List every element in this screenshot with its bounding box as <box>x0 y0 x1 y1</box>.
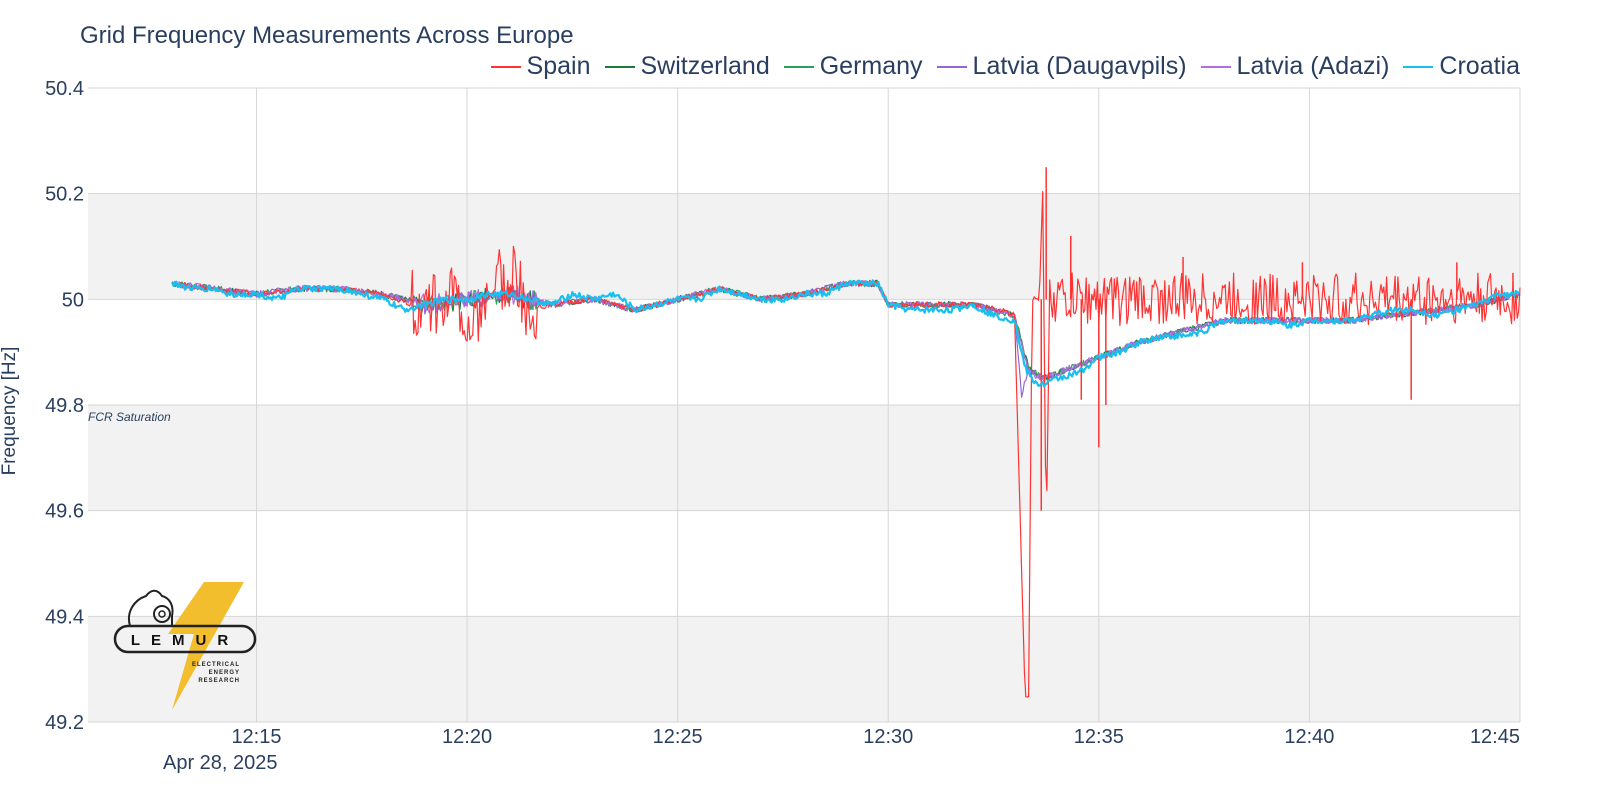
y-tick-label: 49.6 <box>45 501 84 523</box>
y-tick-label: 50.4 <box>45 78 84 100</box>
plot-band <box>88 88 1520 194</box>
legend-item[interactable]: Latvia (Adazi) <box>1200 52 1390 81</box>
legend-item[interactable]: Switzerland <box>604 52 770 81</box>
series-line-latvia-adazi <box>172 280 1521 381</box>
series-line-croatia <box>171 279 1521 388</box>
x-tick-label: 12:45 <box>1470 726 1520 748</box>
legend-swatch <box>490 65 521 68</box>
plot-band <box>88 616 1520 722</box>
legend-swatch <box>783 65 814 68</box>
legend-item[interactable]: Spain <box>490 52 591 81</box>
legend: Spain Switzerland Germany Latvia (Daugavpil… <box>490 52 1520 81</box>
x-tick-label: 12:30 <box>863 726 913 748</box>
y-tick-label: 50 <box>62 289 84 311</box>
legend-label: Latvia (Adazi) <box>1236 52 1390 80</box>
legend-label: Germany <box>819 52 923 80</box>
legend-label: Switzerland <box>640 52 770 80</box>
svg-text:ELECTRICAL: ELECTRICAL <box>192 662 240 668</box>
legend-label: Croatia <box>1439 52 1520 80</box>
y-tick-label: 49.2 <box>45 712 84 734</box>
legend-label: Latvia (Daugavpils) <box>972 52 1187 80</box>
chart-title: Grid Frequency Measurements Across Europ… <box>80 22 574 49</box>
legend-label: Spain <box>526 52 591 80</box>
plot-band <box>88 405 1520 511</box>
legend-item[interactable]: Latvia (Daugavpils) <box>936 52 1187 81</box>
svg-text:ENERGY: ENERGY <box>209 670 240 676</box>
plot-band <box>88 510 1520 617</box>
y-tick-label: 49.4 <box>45 606 84 628</box>
lemur-logo: LEMUR ELECTRICAL ENERGY RESEARCH <box>113 582 257 710</box>
x-tick-label: 12:25 <box>653 726 703 748</box>
legend-swatch <box>604 65 635 68</box>
plot-band <box>88 299 1520 405</box>
x-tick-label: 12:20 <box>442 726 492 748</box>
annotation-fcr-saturation: FCR Saturation <box>88 410 171 424</box>
legend-item[interactable]: Croatia <box>1403 52 1520 81</box>
svg-text:LEMUR: LEMUR <box>131 632 239 649</box>
legend-swatch <box>936 65 967 68</box>
y-tick-label: 50.2 <box>45 184 84 206</box>
x-tick-label: 12:15 <box>231 726 281 748</box>
x-tick-label: 12:35 <box>1074 726 1124 748</box>
svg-text:RESEARCH: RESEARCH <box>198 678 240 684</box>
legend-swatch <box>1403 65 1434 68</box>
legend-swatch <box>1200 65 1231 68</box>
x-axis-date-label: Apr 28, 2025 <box>163 752 278 774</box>
y-tick-label: 49.8 <box>45 395 84 417</box>
x-tick-label: 12:40 <box>1284 726 1334 748</box>
y-axis-label: Frequency [Hz] <box>0 346 20 476</box>
legend-item[interactable]: Germany <box>783 52 923 81</box>
plot-band <box>88 193 1520 300</box>
